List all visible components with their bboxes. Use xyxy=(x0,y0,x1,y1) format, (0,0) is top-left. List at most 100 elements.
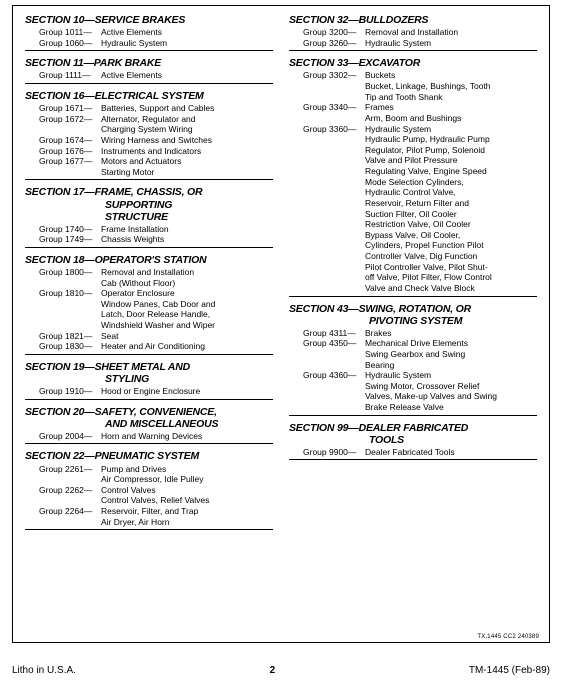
group-row: Group 3302—Buckets xyxy=(289,70,537,81)
group-subline: Cylinders, Propel Function Pilot xyxy=(289,240,537,251)
group-subline: Mode Selection Cylinders, xyxy=(289,177,537,188)
group-row: Group 2264—Reservoir, Filter, and Trap xyxy=(25,506,273,517)
group-row: Group 2261—Pump and Drives xyxy=(25,464,273,475)
group-number: Group 3302— xyxy=(303,70,365,81)
group-row: Group 1677—Motors and Actuators xyxy=(25,156,273,167)
group-number: Group 1111— xyxy=(39,70,101,81)
group-title: Removal and Installation xyxy=(365,27,537,38)
group-row: Group 1111—Active Elements xyxy=(25,70,273,81)
section-divider xyxy=(25,399,273,400)
group-number: Group 1830— xyxy=(39,341,101,352)
group-number: Group 1011— xyxy=(39,27,101,38)
section-title: SECTION 19—SHEET METAL ANDSTYLING xyxy=(25,361,273,385)
group-row: Group 3340—Frames xyxy=(289,102,537,113)
group-row: Group 1671—Batteries, Support and Cables xyxy=(25,103,273,114)
group-subline: Regulating Valve, Engine Speed xyxy=(289,166,537,177)
section-title: SECTION 16—ELECTRICAL SYSTEM xyxy=(25,90,273,102)
footer-right: TM-1445 (Feb-89) xyxy=(469,665,550,676)
group-title: Frames xyxy=(365,102,537,113)
group-subline: Swing Gearbox and Swing xyxy=(289,349,537,360)
group-subline: Reservoir, Return Filter and xyxy=(289,198,537,209)
page-frame: SECTION 10—SERVICE BRAKESGroup 1011—Acti… xyxy=(12,5,550,643)
group-number: Group 4350— xyxy=(303,338,365,349)
group-row: Group 1060—Hydraulic System xyxy=(25,38,273,49)
group-row: Group 1676—Instruments and Indicators xyxy=(25,146,273,157)
group-subline: Control Valves, Relief Valves xyxy=(25,495,273,506)
group-subline: Valves, Make-up Valves and Swing xyxy=(289,391,537,402)
section-title: SECTION 10—SERVICE BRAKES xyxy=(25,14,273,26)
group-row: Group 4350—Mechanical Drive Elements xyxy=(289,338,537,349)
left-column: SECTION 10—SERVICE BRAKESGroup 1011—Acti… xyxy=(13,14,281,624)
group-title: Hydraulic System xyxy=(365,124,537,135)
group-subline: Hydraulic Control Valve, xyxy=(289,187,537,198)
group-subline: Hydraulic Pump, Hydraulic Pump xyxy=(289,134,537,145)
group-number: Group 1800— xyxy=(39,267,101,278)
group-row: Group 9900—Dealer Fabricated Tools xyxy=(289,447,537,458)
group-number: Group 1749— xyxy=(39,234,101,245)
group-subline: Arm, Boom and Bushings xyxy=(289,113,537,124)
group-title: Pump and Drives xyxy=(101,464,273,475)
section-title: SECTION 20—SAFETY, CONVENIENCE,AND MISCE… xyxy=(25,406,273,430)
group-subline: Bucket, Linkage, Bushings, Tooth xyxy=(289,81,537,92)
section-title-cont: SUPPORTING xyxy=(25,199,273,211)
group-subline: Brake Release Valve xyxy=(289,402,537,413)
group-row: Group 4360—Hydraulic System xyxy=(289,370,537,381)
section-divider xyxy=(289,296,537,297)
group-number: Group 2262— xyxy=(39,485,101,496)
group-row: Group 2004—Horn and Warning Devices xyxy=(25,431,273,442)
section-divider xyxy=(289,50,537,51)
group-title: Horn and Warning Devices xyxy=(101,431,273,442)
group-number: Group 1674— xyxy=(39,135,101,146)
group-title: Hydraulic System xyxy=(101,38,273,49)
group-row: Group 1749—Chassis Weights xyxy=(25,234,273,245)
group-row: Group 2262—Control Valves xyxy=(25,485,273,496)
group-title: Motors and Actuators xyxy=(101,156,273,167)
group-title: Brakes xyxy=(365,328,537,339)
section-title-cont: PIVOTING SYSTEM xyxy=(289,315,537,327)
section-title: SECTION 33—EXCAVATOR xyxy=(289,57,537,69)
group-subline: Valve and Pilot Pressure xyxy=(289,155,537,166)
group-row: Group 1011—Active Elements xyxy=(25,27,273,38)
footer-left: Litho in U.S.A. xyxy=(12,665,76,676)
group-title: Active Elements xyxy=(101,70,273,81)
group-subline: Controller Valve, Dig Function xyxy=(289,251,537,262)
group-number: Group 2264— xyxy=(39,506,101,517)
group-title: Buckets xyxy=(365,70,537,81)
group-number: Group 4360— xyxy=(303,370,365,381)
group-subline: Latch, Door Release Handle, xyxy=(25,309,273,320)
group-title: Batteries, Support and Cables xyxy=(101,103,273,114)
reference-number: TX,1445 CC2 240389 xyxy=(477,634,539,640)
section-divider xyxy=(25,247,273,248)
group-number: Group 2261— xyxy=(39,464,101,475)
section-title: SECTION 17—FRAME, CHASSIS, ORSUPPORTINGS… xyxy=(25,186,273,222)
group-subline: Charging System Wiring xyxy=(25,124,273,135)
group-row: Group 1810—Operator Enclosure xyxy=(25,288,273,299)
group-subline: Pilot Controller Valve, Pilot Shut- xyxy=(289,262,537,273)
group-subline: Bypass Valve, Oil Cooler, xyxy=(289,230,537,241)
group-row: Group 1672—Alternator, Regulator and xyxy=(25,114,273,125)
group-subline: Tip and Tooth Shank xyxy=(289,92,537,103)
group-title: Reservoir, Filter, and Trap xyxy=(101,506,273,517)
group-title: Control Valves xyxy=(101,485,273,496)
group-subline: Cab (Without Floor) xyxy=(25,278,273,289)
group-number: Group 1821— xyxy=(39,331,101,342)
group-subline: Window Panes, Cab Door and xyxy=(25,299,273,310)
group-number: Group 1740— xyxy=(39,224,101,235)
group-number: Group 2004— xyxy=(39,431,101,442)
group-title: Hydraulic System xyxy=(365,38,537,49)
group-row: Group 1910—Hood or Engine Enclosure xyxy=(25,386,273,397)
group-title: Heater and Air Conditioning xyxy=(101,341,273,352)
section-divider xyxy=(289,459,537,460)
group-number: Group 1671— xyxy=(39,103,101,114)
group-title: Dealer Fabricated Tools xyxy=(365,447,537,458)
group-title: Wiring Harness and Switches xyxy=(101,135,273,146)
group-subline: Valve and Check Valve Block xyxy=(289,283,537,294)
group-title: Alternator, Regulator and xyxy=(101,114,273,125)
group-number: Group 9900— xyxy=(303,447,365,458)
right-column: SECTION 32—BULLDOZERSGroup 3200—Removal … xyxy=(281,14,549,624)
group-row: Group 3200—Removal and Installation xyxy=(289,27,537,38)
group-number: Group 3200— xyxy=(303,27,365,38)
group-subline: Regulator, Pilot Pump, Solenoid xyxy=(289,145,537,156)
section-title-cont: TOOLS xyxy=(289,434,537,446)
group-subline: Windshield Washer and Wiper xyxy=(25,320,273,331)
